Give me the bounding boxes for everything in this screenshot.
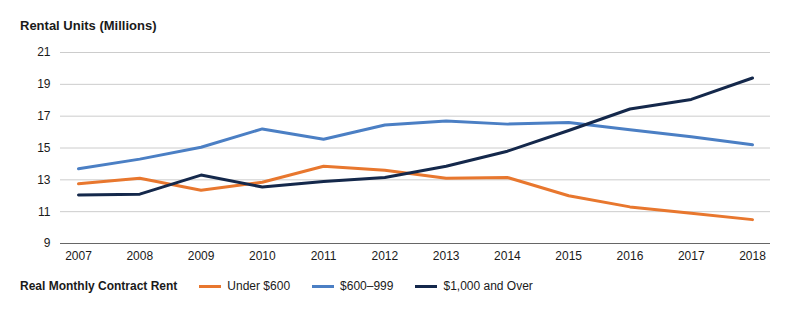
svg-text:2016: 2016 [617, 249, 644, 263]
svg-text:2012: 2012 [372, 249, 399, 263]
svg-text:17: 17 [37, 109, 51, 123]
html-text:Real Monthly Contract Rent: Real Monthly Contract Rent [20, 279, 178, 293]
svg-text:21: 21 [37, 45, 51, 59]
svg-text:2007: 2007 [65, 249, 92, 263]
svg-text:19: 19 [37, 77, 51, 91]
svg-text:2018: 2018 [739, 249, 766, 263]
svg-text:2009: 2009 [188, 249, 215, 263]
html-text:$1,000 and Over: $1,000 and Over [443, 279, 533, 293]
html-text:Rental Units (Millions): Rental Units (Millions) [20, 18, 157, 33]
svg-text:2010: 2010 [249, 249, 276, 263]
svg-text:15: 15 [37, 141, 51, 155]
svg-text:2015: 2015 [555, 249, 582, 263]
html-text:$600–999: $600–999 [340, 279, 394, 293]
svg-text:2011: 2011 [311, 249, 337, 263]
svg-text:2013: 2013 [433, 249, 460, 263]
svg-text:13: 13 [37, 173, 51, 187]
svg-text:11: 11 [38, 205, 51, 219]
html-text:Under $600: Under $600 [227, 279, 291, 293]
svg-text:2017: 2017 [678, 249, 705, 263]
svg-text:2014: 2014 [494, 249, 521, 263]
svg-text:2008: 2008 [126, 249, 153, 263]
svg-text:9: 9 [44, 236, 51, 250]
